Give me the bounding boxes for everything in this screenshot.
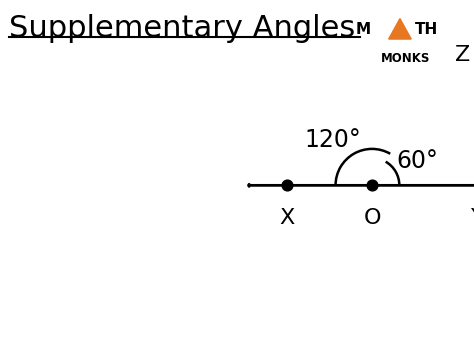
Text: M: M — [356, 22, 371, 37]
Text: MONKS: MONKS — [381, 52, 430, 65]
Text: TH: TH — [415, 22, 438, 37]
Text: X: X — [279, 208, 294, 228]
Point — [283, 182, 291, 188]
Text: Y: Y — [472, 208, 474, 228]
Text: O: O — [363, 208, 381, 228]
Text: 120°: 120° — [304, 128, 361, 152]
Polygon shape — [389, 18, 411, 39]
Text: 60°: 60° — [397, 149, 438, 173]
Point — [368, 182, 376, 188]
Point — [442, 55, 449, 61]
Text: Z: Z — [455, 45, 470, 65]
Text: Supplementary Angles: Supplementary Angles — [9, 14, 356, 43]
